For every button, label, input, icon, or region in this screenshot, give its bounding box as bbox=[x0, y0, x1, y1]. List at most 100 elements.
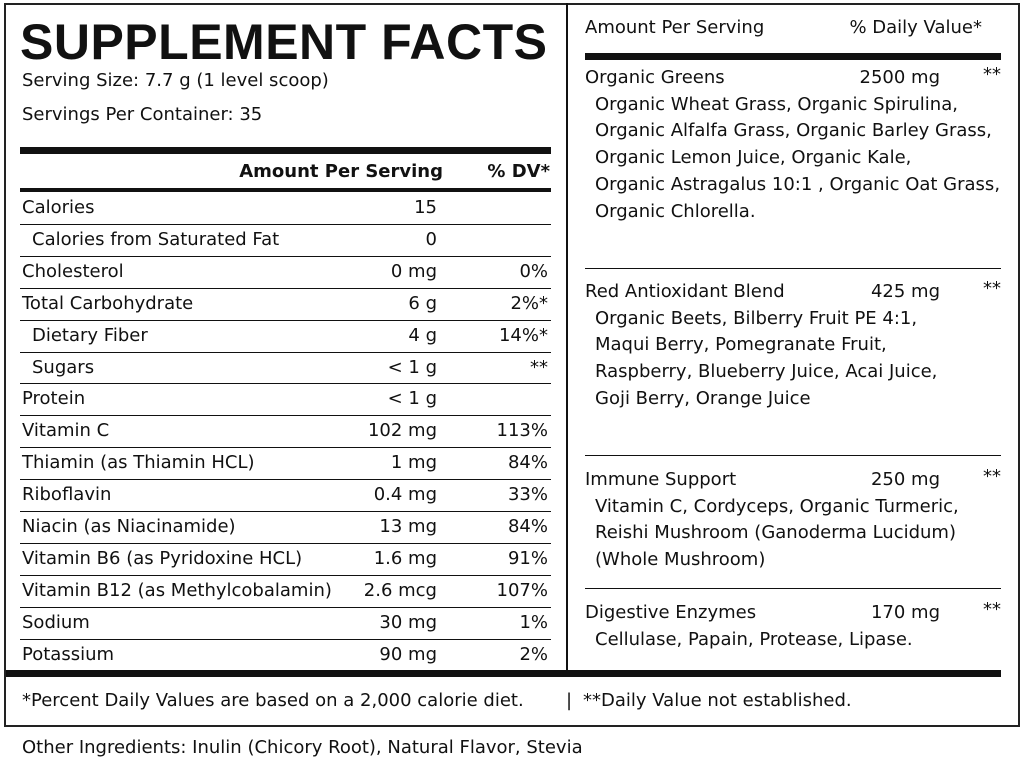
row-rule bbox=[20, 255, 551, 257]
blend-ingredient: Organic Lemon Juice, Organic Kale, bbox=[595, 147, 912, 169]
blend-amount: 250 mg bbox=[870, 469, 940, 490]
nutrient-name: Cholesterol bbox=[22, 260, 124, 282]
row-rule bbox=[20, 383, 551, 385]
nutrient-dv: 2%* bbox=[510, 292, 548, 314]
row-rule bbox=[20, 542, 551, 544]
column-header: % Daily Value* bbox=[849, 17, 982, 38]
nutrient-dv: 91% bbox=[507, 547, 548, 569]
nutrient-amount: 1.6 mg bbox=[373, 547, 437, 569]
nutrient-name: Vitamin B12 (as Methylcobalamin) bbox=[22, 579, 332, 601]
column-header: Amount Per Serving bbox=[585, 17, 765, 38]
nutrient-amount: < 1 g bbox=[387, 388, 437, 410]
nutrient-name: Calories bbox=[22, 197, 95, 218]
blend-ingredient: Raspberry, Blueberry Juice, Acai Juice, bbox=[595, 361, 938, 383]
blend-dv: ** bbox=[983, 278, 1001, 299]
nutrient-name: Vitamin B6 (as Pyridoxine HCL) bbox=[22, 547, 303, 569]
serving-size: Serving Size: 7.7 g (1 level scoop) bbox=[22, 70, 329, 91]
footnote: *Percent Daily Values are based on a 2,0… bbox=[22, 690, 524, 711]
row-rule bbox=[20, 351, 551, 353]
blend-ingredient: Goji Berry, Orange Juice bbox=[595, 387, 811, 409]
blend-ingredient: Organic Wheat Grass, Organic Spirulina, bbox=[595, 93, 958, 115]
nutrient-amount: < 1 g bbox=[387, 356, 437, 378]
blend-rule bbox=[585, 268, 1001, 269]
nutrient-dv: 84% bbox=[507, 452, 548, 474]
blend-ingredient: Organic Astragalus 10:1 , Organic Oat Gr… bbox=[595, 173, 1001, 195]
blend-dv: ** bbox=[983, 599, 1001, 620]
blend-ingredient: Vitamin C, Cordyceps, Organic Turmeric, bbox=[595, 495, 959, 517]
nutrient-name: Sodium bbox=[22, 611, 90, 633]
column-header: Amount Per Serving bbox=[239, 161, 443, 182]
nutrient-amount: 30 mg bbox=[379, 611, 437, 633]
title: SUPPLEMENT FACTS bbox=[20, 14, 548, 70]
nutrient-name: Dietary Fiber bbox=[32, 324, 148, 346]
row-rule bbox=[20, 415, 551, 417]
nutrient-dv: 14%* bbox=[498, 324, 548, 346]
nutrient-name: Thiamin (as Thiamin HCL) bbox=[22, 452, 255, 474]
left-header-rule bbox=[20, 188, 551, 192]
blend-ingredient: Cellulase, Papain, Protease, Lipase. bbox=[595, 628, 913, 650]
nutrient-dv: 113% bbox=[496, 420, 548, 442]
blend-amount: 2500 mg bbox=[859, 67, 941, 88]
nutrient-name: Total Carbohydrate bbox=[22, 292, 194, 314]
blend-amount: 170 mg bbox=[870, 602, 940, 623]
blend-ingredient: Organic Chlorella. bbox=[595, 200, 756, 222]
blend-name: Red Antioxidant Blend bbox=[585, 281, 785, 302]
blend-amount: 425 mg bbox=[870, 281, 940, 302]
outer-border bbox=[4, 3, 1020, 727]
row-rule bbox=[20, 447, 551, 449]
blend-name: Digestive Enzymes bbox=[585, 602, 757, 623]
blend-ingredient: Organic Beets, Bilberry Fruit PE 4:1, bbox=[595, 307, 918, 329]
row-rule bbox=[20, 223, 551, 225]
nutrient-amount: 6 g bbox=[408, 292, 437, 314]
nutrient-dv: 0% bbox=[519, 260, 548, 282]
row-rule bbox=[20, 606, 551, 608]
nutrient-dv: 33% bbox=[507, 484, 548, 506]
nutrient-name: Calories from Saturated Fat bbox=[32, 228, 280, 250]
column-header: % DV* bbox=[487, 161, 550, 182]
nutrient-name: Riboflavin bbox=[22, 484, 112, 506]
nutrient-name: Potassium bbox=[22, 643, 115, 665]
right-thick-rule bbox=[585, 53, 1001, 60]
blend-rule bbox=[585, 455, 1001, 456]
nutrient-amount: 90 mg bbox=[379, 643, 437, 665]
blend-dv: ** bbox=[983, 466, 1001, 487]
blend-name: Organic Greens bbox=[585, 67, 725, 88]
row-rule bbox=[20, 511, 551, 513]
nutrient-dv: 2% bbox=[519, 643, 548, 665]
blend-ingredient: Organic Alfalfa Grass, Organic Barley Gr… bbox=[595, 120, 992, 142]
nutrient-amount: 0 bbox=[425, 228, 437, 250]
row-rule bbox=[20, 638, 551, 640]
nutrient-amount: 13 mg bbox=[379, 516, 437, 537]
blend-dv: ** bbox=[983, 64, 1001, 85]
row-rule bbox=[20, 287, 551, 289]
blend-name: Immune Support bbox=[585, 469, 737, 490]
blend-ingredient: Maqui Berry, Pomegranate Fruit, bbox=[595, 334, 887, 356]
blend-rule bbox=[585, 588, 1001, 589]
row-rule bbox=[20, 319, 551, 321]
blend-ingredient: (Whole Mushroom) bbox=[595, 549, 766, 571]
nutrient-name: Vitamin C bbox=[22, 420, 110, 442]
footnote-separator: | bbox=[566, 690, 573, 711]
nutrient-amount: 2.6 mcg bbox=[363, 579, 437, 601]
servings-per-container: Servings Per Container: 35 bbox=[22, 104, 263, 125]
nutrient-dv: ** bbox=[530, 356, 548, 378]
nutrient-amount: 1 mg bbox=[390, 452, 437, 474]
nutrient-name: Protein bbox=[22, 388, 86, 410]
nutrient-name: Sugars bbox=[32, 356, 95, 378]
blend-ingredient: Reishi Mushroom (Ganoderma Lucidum) bbox=[595, 522, 956, 544]
nutrient-dv: 107% bbox=[496, 579, 548, 601]
nutrient-amount: 4 g bbox=[408, 324, 437, 346]
row-rule bbox=[20, 479, 551, 481]
nutrient-amount: 102 mg bbox=[367, 420, 437, 442]
nutrient-amount: 15 bbox=[414, 197, 437, 218]
nutrient-dv: 1% bbox=[519, 611, 548, 633]
footnote: **Daily Value not established. bbox=[583, 690, 852, 711]
nutrient-amount: 0 mg bbox=[390, 260, 437, 282]
nutrient-amount: 0.4 mg bbox=[373, 484, 437, 506]
left-thick-rule bbox=[20, 147, 551, 154]
column-divider bbox=[566, 3, 568, 673]
nutrient-dv: 84% bbox=[507, 516, 548, 537]
row-rule bbox=[20, 574, 551, 576]
bottom-thick-rule bbox=[6, 670, 1001, 677]
